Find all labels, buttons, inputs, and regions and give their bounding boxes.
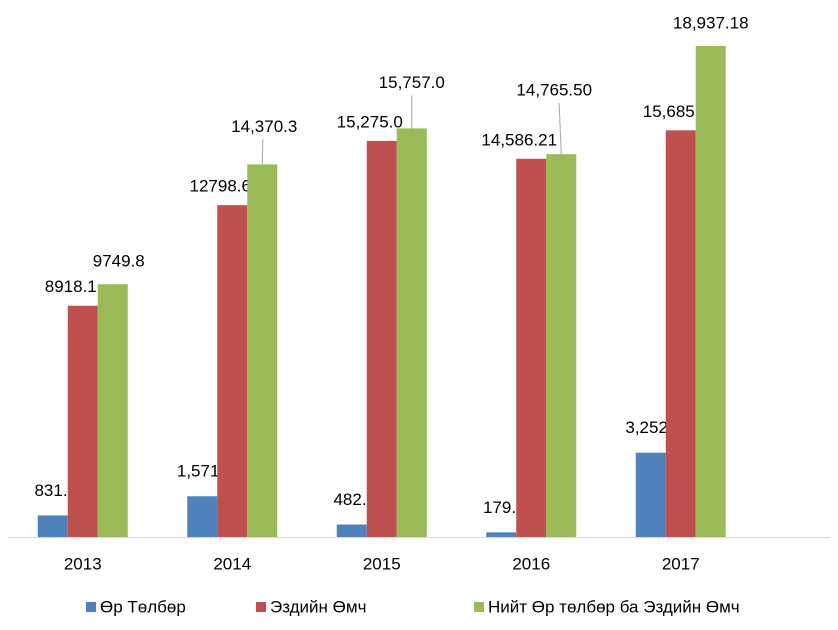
data-label: 15,275.0 xyxy=(337,112,403,131)
data-label: 14,370.3 xyxy=(231,117,297,136)
legend-swatch xyxy=(474,602,484,612)
data-label: 8918.1 xyxy=(45,277,97,296)
bar xyxy=(67,305,98,537)
bar xyxy=(336,524,367,537)
x-tick-label: 2016 xyxy=(512,554,550,573)
bar xyxy=(37,515,68,537)
bar xyxy=(396,128,427,537)
data-label: 9749.8 xyxy=(93,252,145,271)
bar xyxy=(217,205,248,537)
x-tick-label: 2014 xyxy=(213,554,251,573)
data-label: 12798.6 xyxy=(190,177,251,196)
bar xyxy=(97,284,128,537)
bar xyxy=(695,45,726,537)
data-label: 831.7 xyxy=(34,481,77,500)
bar xyxy=(635,452,666,537)
bar xyxy=(486,532,517,537)
legend-label: Эздийн Өмч xyxy=(270,597,366,616)
legend-swatch xyxy=(86,602,96,612)
x-tick-label: 2017 xyxy=(662,554,700,573)
legend-swatch xyxy=(256,602,266,612)
bar xyxy=(187,496,218,537)
legend-label: Өр Төлбөр xyxy=(100,597,186,616)
legend-label: Нийт Өр төлбөр ба Эздийн Өмч xyxy=(488,597,740,616)
data-label: 14,765.50 xyxy=(516,81,592,100)
data-label: 482.0 xyxy=(333,490,376,509)
bar xyxy=(366,140,397,537)
x-tick-label: 2015 xyxy=(363,554,401,573)
bar xyxy=(247,164,278,538)
bar xyxy=(516,158,547,537)
data-label: 15,757.0 xyxy=(379,73,445,92)
data-label: 15,685 xyxy=(643,102,695,121)
leader-line xyxy=(261,139,264,165)
data-label: 18,937.18 xyxy=(673,13,749,32)
leader-line xyxy=(558,103,562,155)
data-label: 14,586.21 xyxy=(481,130,557,149)
bar xyxy=(665,130,696,537)
bar xyxy=(546,154,577,537)
data-label: 179.3 xyxy=(483,498,526,517)
x-tick-label: 2013 xyxy=(64,554,102,573)
